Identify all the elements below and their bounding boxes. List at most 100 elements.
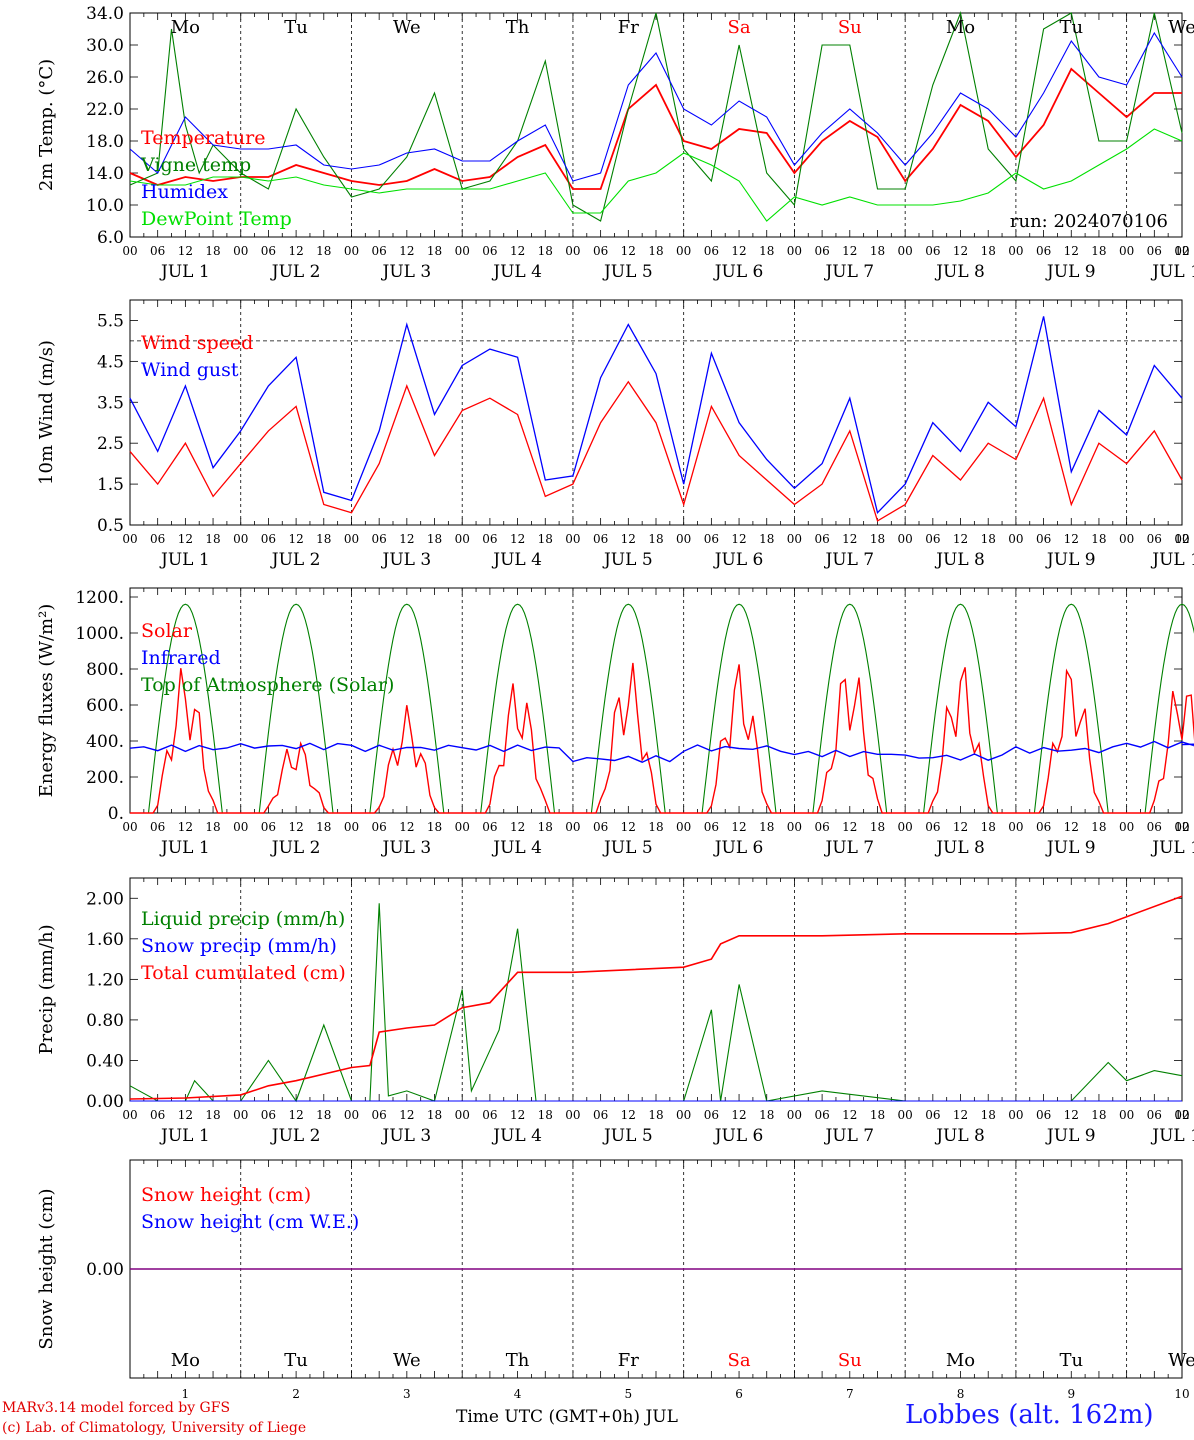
date-label: JUL 3 <box>381 550 432 570</box>
run-label: run: 2024070106 <box>1010 211 1168 232</box>
hour-tick-label: 00 <box>1174 532 1189 546</box>
weekday-label: Su <box>838 1350 862 1371</box>
hour-tick-label: 12 <box>288 820 303 834</box>
hour-tick-label: 06 <box>1147 820 1162 834</box>
y-tick-label: 2.00 <box>86 889 124 909</box>
hour-tick-label: 18 <box>205 532 220 546</box>
hour-tick-label: 06 <box>814 820 829 834</box>
hour-tick-label: 00 <box>1174 1108 1189 1122</box>
hour-tick-label: 12 <box>178 820 193 834</box>
weekday-label: We <box>1168 1350 1194 1371</box>
y-tick-label: 34.0 <box>86 4 124 24</box>
hour-tick-label: 06 <box>150 820 165 834</box>
hour-tick-label: 12 <box>510 820 525 834</box>
hour-tick-label: 18 <box>205 244 220 258</box>
hour-tick-label: 12 <box>1174 1108 1189 1122</box>
date-label: JUL 5 <box>602 1126 653 1146</box>
hour-tick-label: 12 <box>1174 820 1189 834</box>
legend-entry: Top of Atmosphere (Solar) <box>141 674 394 696</box>
hour-tick-label: 06 <box>704 532 719 546</box>
y-tick-label: 22.0 <box>86 100 124 120</box>
hour-tick-label: 18 <box>205 1108 220 1122</box>
hour-tick-label: 06 <box>704 820 719 834</box>
day-number-label: 4 <box>514 1387 522 1401</box>
hour-tick-label: 06 <box>1036 532 1051 546</box>
hour-tick-label: 06 <box>482 1108 497 1122</box>
hour-tick-label: 00 <box>898 532 913 546</box>
hour-tick-label: 18 <box>427 1108 442 1122</box>
y-tick-label: 0. <box>108 804 124 824</box>
y-axis-label: Snow height (cm) <box>36 1188 57 1349</box>
hour-tick-label: 12 <box>621 820 636 834</box>
hour-tick-label: 12 <box>842 820 857 834</box>
hour-tick-label: 06 <box>261 1108 276 1122</box>
hour-tick-label: 00 <box>1119 244 1134 258</box>
hour-tick-label: 12 <box>288 532 303 546</box>
legend-entry: Liquid precip (mm/h) <box>141 908 345 930</box>
hour-tick-label: 06 <box>150 244 165 258</box>
date-label: JUL 2 <box>270 262 321 282</box>
hour-tick-label: 12 <box>178 244 193 258</box>
hour-tick-label: 12 <box>510 1108 525 1122</box>
hour-tick-label: 06 <box>925 1108 940 1122</box>
hour-tick-label: 12 <box>1064 244 1079 258</box>
y-tick-label: 26.0 <box>86 68 124 88</box>
day-number-label: 6 <box>735 1387 743 1401</box>
date-label: JUL 5 <box>602 838 653 858</box>
y-axis-label: 2m Temp. (°C) <box>36 59 57 191</box>
date-label: JUL 6 <box>713 1126 764 1146</box>
hour-tick-label: 12 <box>842 1108 857 1122</box>
hour-tick-label: 00 <box>122 820 137 834</box>
date-label: JUL 1 <box>159 262 210 282</box>
hour-tick-label: 06 <box>704 1108 719 1122</box>
series-line-wind-gust <box>129 316 1183 515</box>
date-label: JUL 3 <box>381 262 432 282</box>
legend-entry: Solar <box>141 620 193 642</box>
date-label: JUL 4 <box>491 1126 542 1146</box>
weekday-label: Th <box>506 1350 530 1371</box>
hour-tick-label: 12 <box>621 244 636 258</box>
y-tick-label: 3.5 <box>97 393 124 413</box>
hour-tick-label: 06 <box>261 820 276 834</box>
y-tick-label: 18.0 <box>86 132 124 152</box>
hour-tick-label: 18 <box>538 820 553 834</box>
series-line-temperature <box>129 67 1182 190</box>
hour-tick-label: 00 <box>1174 244 1189 258</box>
hour-tick-label: 18 <box>981 1108 996 1122</box>
hour-tick-label: 06 <box>814 244 829 258</box>
series-line-solar <box>130 662 1194 814</box>
hour-tick-label: 12 <box>178 1108 193 1122</box>
hour-tick-label: 18 <box>427 820 442 834</box>
hour-tick-label: 06 <box>261 244 276 258</box>
legend-entry: Wind speed <box>141 332 253 354</box>
hour-tick-label: 18 <box>427 532 442 546</box>
hour-tick-label: 00 <box>455 244 470 258</box>
y-tick-label: 200. <box>86 768 124 788</box>
date-label: JUL 5 <box>602 262 653 282</box>
weekday-label: Th <box>506 17 530 38</box>
hour-tick-label: 18 <box>759 244 774 258</box>
y-axis-label: 10m Wind (m/s) <box>36 340 57 485</box>
date-label: JUL 4 <box>491 550 542 570</box>
hour-tick-label: 18 <box>1091 820 1106 834</box>
hour-tick-label: 06 <box>482 532 497 546</box>
series-line-infrared <box>129 740 1194 763</box>
series-line-vigne-temp <box>129 11 1183 222</box>
y-tick-label: 4.5 <box>97 352 124 372</box>
hour-tick-label: 06 <box>372 820 387 834</box>
hour-tick-label: 12 <box>510 532 525 546</box>
date-label: JUL 3 <box>381 1126 432 1146</box>
hour-tick-label: 18 <box>316 820 331 834</box>
day-number-label: 1 <box>182 1387 190 1401</box>
date-label: JUL 1 <box>159 838 210 858</box>
hour-tick-label: 00 <box>1008 244 1023 258</box>
weekday-label: We <box>393 1350 421 1371</box>
hour-tick-label: 06 <box>482 244 497 258</box>
hour-tick-label: 00 <box>122 244 137 258</box>
hour-tick-label: 00 <box>898 820 913 834</box>
weekday-label: Sa <box>728 1350 751 1371</box>
panel-frame-0 <box>129 12 1183 238</box>
hour-tick-label: 12 <box>953 1108 968 1122</box>
day-number-label: 2 <box>292 1387 300 1401</box>
